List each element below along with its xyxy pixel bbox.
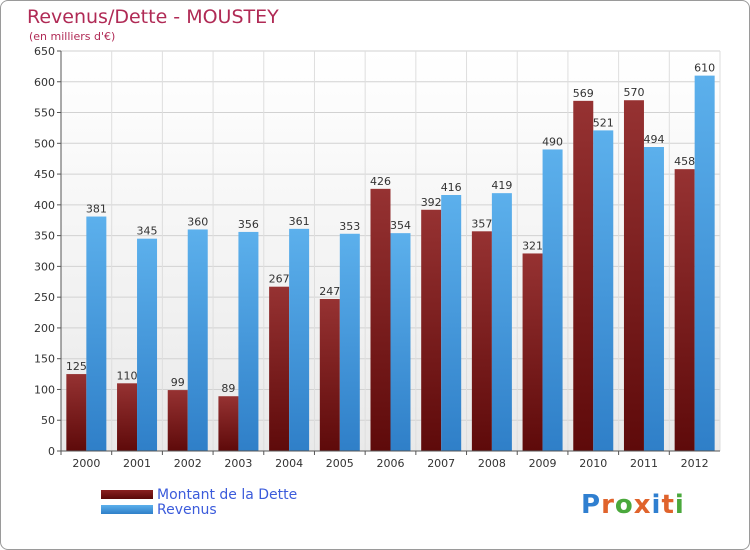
bar-revenus — [441, 195, 462, 451]
data-label: 490 — [542, 135, 563, 148]
chart-subtitle: (en milliers d'€) — [29, 30, 116, 43]
x-tick-label: 2010 — [579, 457, 607, 470]
data-label: 392 — [421, 196, 442, 209]
bar-dette — [66, 374, 87, 451]
logo-letter: o — [614, 490, 634, 520]
x-tick-label: 2008 — [478, 457, 506, 470]
bar-revenus — [643, 147, 664, 451]
logo-letter: r — [601, 490, 615, 520]
data-label: 458 — [674, 155, 695, 168]
y-tick-label: 400 — [34, 199, 55, 212]
x-tick-label: 2006 — [377, 457, 405, 470]
y-tick-label: 150 — [34, 353, 55, 366]
bar-dette — [370, 188, 391, 451]
x-tick-label: 2007 — [427, 457, 455, 470]
legend-item-revenus: Revenus — [101, 501, 297, 518]
data-label: 125 — [66, 360, 87, 373]
data-label: 110 — [117, 369, 138, 382]
bar-revenus — [542, 149, 563, 451]
legend-item-dette: Montant de la Dette — [101, 486, 298, 503]
data-label: 354 — [390, 219, 411, 232]
y-tick-label: 600 — [34, 76, 55, 89]
logo-letter: P — [581, 490, 602, 520]
data-label: 521 — [593, 116, 614, 129]
x-tick-label: 2005 — [326, 457, 354, 470]
y-tick-label: 300 — [34, 260, 55, 273]
data-label: 321 — [522, 239, 543, 252]
data-label: 569 — [573, 87, 594, 100]
data-label: 357 — [471, 217, 492, 230]
data-label: 353 — [339, 220, 360, 233]
bar-dette — [167, 390, 188, 451]
data-label: 426 — [370, 175, 391, 188]
bar-revenus — [491, 193, 512, 451]
y-tick-label: 0 — [48, 445, 55, 458]
data-label: 494 — [643, 133, 664, 146]
logo-letter: t — [661, 490, 675, 520]
bar-dette — [573, 100, 594, 451]
y-tick-label: 450 — [34, 168, 55, 181]
bar-dette — [319, 299, 340, 451]
bar-revenus — [187, 229, 208, 451]
bar-dette — [623, 100, 644, 451]
data-label: 247 — [319, 285, 340, 298]
data-label: 570 — [623, 86, 644, 99]
bar-dette — [117, 383, 138, 451]
data-label: 267 — [269, 273, 290, 286]
logo-letter: i — [651, 490, 662, 520]
proxiti-logo: Proxiti — [581, 490, 685, 520]
logo-letter: x — [633, 490, 652, 520]
bar-revenus — [137, 238, 158, 451]
bar-revenus — [86, 216, 107, 451]
y-tick-label: 650 — [34, 45, 55, 58]
bar-revenus — [339, 233, 360, 451]
x-tick-label: 2000 — [72, 457, 100, 470]
data-label: 416 — [441, 181, 462, 194]
bar-revenus — [694, 75, 715, 451]
x-tick-label: 2009 — [529, 457, 557, 470]
y-tick-label: 350 — [34, 230, 55, 243]
data-label: 419 — [491, 179, 512, 192]
y-tick-label: 550 — [34, 107, 55, 120]
bar-dette — [218, 396, 239, 451]
logo-letter: i — [674, 490, 685, 520]
data-label: 361 — [289, 215, 310, 228]
data-label: 360 — [187, 215, 208, 228]
legend-label-revenus: Revenus — [157, 501, 217, 518]
data-label: 345 — [137, 225, 158, 238]
x-tick-label: 2001 — [123, 457, 151, 470]
legend-label-dette: Montant de la Dette — [157, 486, 298, 503]
bar-dette — [674, 169, 695, 451]
data-label: 99 — [171, 376, 185, 389]
bar-revenus — [238, 231, 259, 451]
bar-revenus — [289, 228, 310, 451]
data-label: 356 — [238, 218, 259, 231]
x-tick-label: 2004 — [275, 457, 303, 470]
y-tick-label: 100 — [34, 383, 55, 396]
y-tick-label: 250 — [34, 291, 55, 304]
x-tick-label: 2011 — [630, 457, 658, 470]
legend: Montant de la Dette Revenus — [101, 486, 298, 518]
x-tick-label: 2002 — [174, 457, 202, 470]
bar-revenus — [390, 233, 411, 451]
data-label: 381 — [86, 203, 107, 216]
x-tick-label: 2003 — [224, 457, 252, 470]
y-tick-label: 200 — [34, 322, 55, 335]
legend-swatch-dette — [101, 490, 153, 499]
bar-dette — [471, 231, 492, 451]
bar-dette — [421, 209, 442, 451]
data-label: 89 — [221, 382, 235, 395]
data-label: 610 — [694, 62, 715, 75]
bar-dette — [522, 253, 543, 451]
chart-title: Revenus/Dette - MOUSTEY — [27, 6, 279, 28]
bar-revenus — [593, 130, 614, 451]
x-tick-label: 2012 — [681, 457, 709, 470]
y-tick-label: 500 — [34, 137, 55, 150]
y-tick-label: 50 — [41, 414, 55, 427]
legend-swatch-revenus — [101, 505, 153, 514]
bar-dette — [269, 286, 290, 451]
